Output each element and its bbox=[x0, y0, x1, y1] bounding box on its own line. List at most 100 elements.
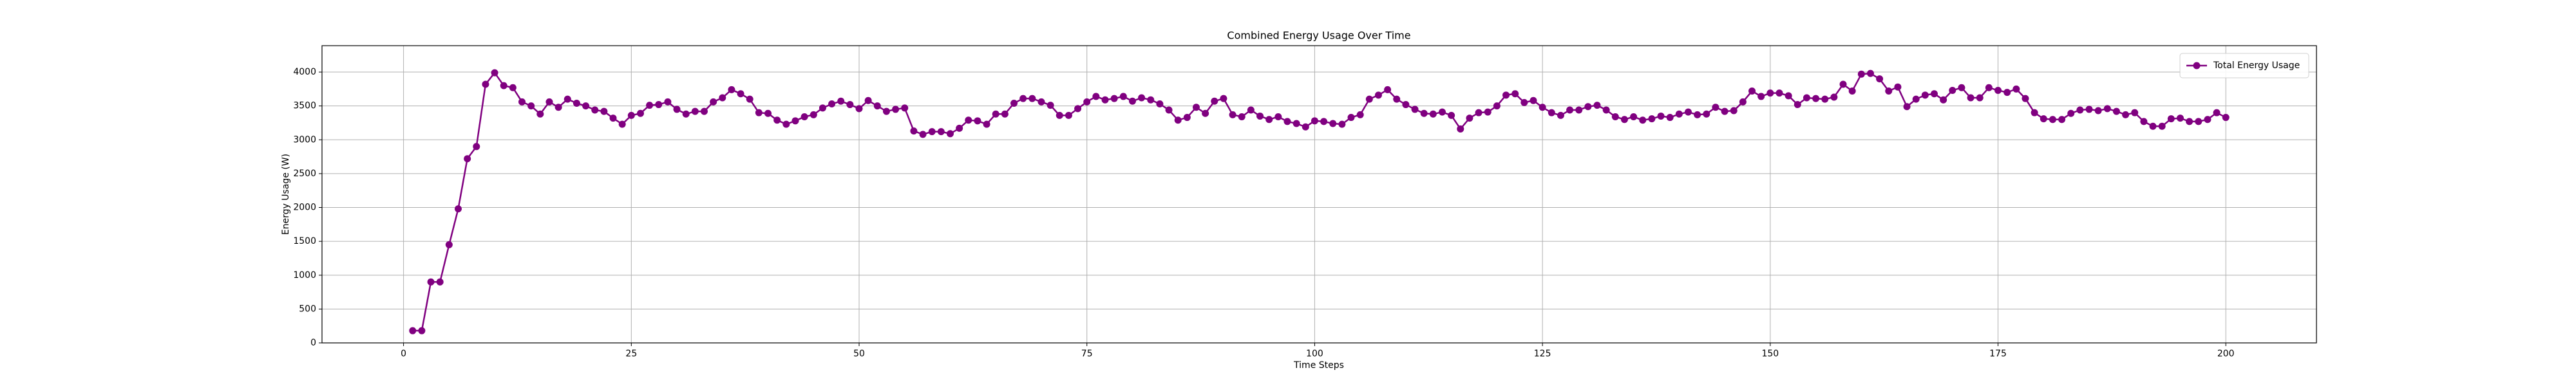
data-point bbox=[1238, 113, 1245, 121]
data-point bbox=[445, 241, 453, 248]
data-point bbox=[974, 117, 981, 125]
data-point bbox=[1748, 87, 1756, 95]
y-tick-label: 4000 bbox=[293, 67, 316, 77]
data-point bbox=[1374, 91, 1382, 99]
data-point bbox=[409, 327, 417, 335]
y-tick-label: 0 bbox=[310, 338, 316, 348]
data-point bbox=[1202, 109, 1209, 117]
data-point bbox=[2149, 122, 2157, 130]
data-point bbox=[892, 106, 900, 113]
data-point bbox=[1138, 94, 1146, 102]
data-point bbox=[1484, 108, 1492, 116]
data-point bbox=[937, 128, 945, 136]
data-point bbox=[1037, 98, 1045, 106]
data-point bbox=[2158, 122, 2166, 130]
data-point bbox=[773, 116, 781, 124]
data-point bbox=[919, 131, 927, 138]
y-tick-label: 500 bbox=[299, 304, 316, 314]
data-point bbox=[427, 278, 435, 286]
data-point bbox=[418, 327, 426, 335]
data-point bbox=[1420, 109, 1428, 117]
data-point bbox=[855, 105, 863, 113]
data-point bbox=[791, 117, 799, 125]
data-point bbox=[800, 113, 808, 121]
y-tick-label: 1000 bbox=[293, 270, 316, 280]
data-point bbox=[464, 155, 471, 163]
data-point bbox=[1511, 90, 1519, 98]
data-point bbox=[1985, 84, 1993, 91]
data-point bbox=[1958, 84, 1965, 91]
data-point bbox=[1256, 112, 1264, 120]
data-point bbox=[1839, 80, 1847, 88]
data-point bbox=[1183, 114, 1191, 122]
x-tick-label: 150 bbox=[1761, 349, 1779, 359]
data-point bbox=[1046, 102, 1054, 109]
x-axis-label: Time Steps bbox=[1293, 360, 1344, 371]
data-point bbox=[965, 116, 972, 124]
x-tick-label: 50 bbox=[853, 349, 865, 359]
data-point bbox=[2222, 114, 2230, 122]
data-point bbox=[1912, 95, 1920, 103]
data-point bbox=[1866, 69, 1874, 77]
data-point bbox=[554, 104, 562, 111]
x-tick-label: 25 bbox=[625, 349, 637, 359]
data-point bbox=[2213, 109, 2221, 116]
data-point bbox=[2076, 106, 2084, 114]
y-tick-label: 2000 bbox=[293, 203, 316, 213]
data-point bbox=[2058, 116, 2066, 124]
data-point bbox=[1347, 114, 1355, 122]
data-point bbox=[1211, 97, 1218, 105]
data-point bbox=[673, 106, 681, 113]
x-tick-label: 125 bbox=[1534, 349, 1551, 359]
data-point bbox=[846, 101, 854, 109]
data-point bbox=[1794, 101, 1801, 109]
data-point bbox=[1885, 87, 1893, 95]
data-point bbox=[2186, 118, 2193, 125]
data-point bbox=[1365, 95, 1373, 103]
data-point bbox=[1548, 109, 1555, 116]
data-point bbox=[746, 95, 753, 103]
data-point bbox=[1074, 105, 1082, 113]
data-point bbox=[1940, 96, 1947, 104]
data-point bbox=[1329, 120, 1337, 127]
data-point bbox=[1675, 110, 1683, 118]
data-point bbox=[2131, 109, 2139, 116]
data-point bbox=[1302, 123, 1309, 131]
data-point bbox=[491, 69, 498, 77]
data-point bbox=[1283, 118, 1291, 125]
data-point bbox=[1857, 70, 1865, 78]
data-point bbox=[1566, 106, 1574, 114]
data-point bbox=[1894, 83, 1902, 91]
data-point bbox=[719, 94, 726, 102]
data-point bbox=[564, 95, 571, 103]
data-point bbox=[2167, 115, 2175, 123]
data-point bbox=[1620, 116, 1628, 124]
data-point bbox=[1639, 116, 1647, 124]
y-tick-label: 3500 bbox=[293, 101, 316, 111]
data-point bbox=[810, 111, 817, 118]
data-point bbox=[928, 128, 936, 136]
data-point bbox=[1766, 89, 1774, 97]
data-point bbox=[664, 98, 672, 106]
data-point bbox=[2031, 109, 2038, 116]
data-point bbox=[2112, 107, 2120, 115]
data-point bbox=[2122, 111, 2130, 118]
data-point bbox=[1001, 110, 1009, 118]
data-point bbox=[1666, 114, 1674, 122]
data-point bbox=[691, 107, 699, 115]
data-point bbox=[1311, 117, 1318, 125]
data-point bbox=[2085, 106, 2093, 113]
data-point bbox=[1593, 102, 1601, 109]
data-point bbox=[573, 99, 580, 107]
data-point bbox=[1830, 93, 1838, 101]
data-point bbox=[956, 124, 963, 132]
data-point bbox=[882, 107, 890, 115]
plot-frame bbox=[321, 45, 2317, 344]
data-point bbox=[2103, 105, 2111, 113]
x-tick-label: 75 bbox=[1081, 349, 1093, 359]
legend-box bbox=[2179, 53, 2309, 78]
data-point bbox=[482, 80, 489, 88]
data-point bbox=[646, 102, 654, 109]
data-point bbox=[828, 100, 836, 108]
data-point bbox=[755, 109, 762, 116]
